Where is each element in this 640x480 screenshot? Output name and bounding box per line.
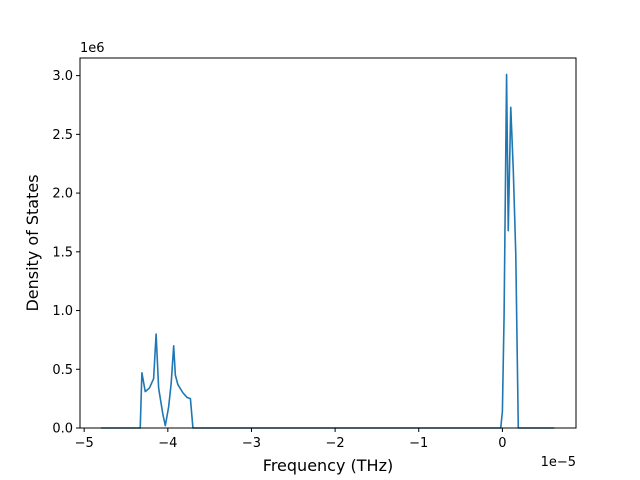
y-tick-label: 2.0 <box>52 187 73 202</box>
x-tick-label: 0 <box>498 436 506 451</box>
x-axis-offset-label: 1e−5 <box>541 455 576 470</box>
x-tick-label: −2 <box>326 436 345 451</box>
y-axis-ticks: 0.0 0.5 1.0 1.5 2.0 2.5 3.0 <box>52 69 80 437</box>
x-tick-label: −5 <box>75 436 94 451</box>
y-tick-label: 0.0 <box>52 422 73 437</box>
dos-series-line <box>100 73 555 429</box>
y-tick-label: 2.5 <box>52 128 73 143</box>
x-tick-label: −1 <box>409 436 428 451</box>
x-tick-label: −4 <box>158 436 177 451</box>
x-axis-label: Frequency (THz) <box>263 456 393 475</box>
x-axis-ticks: −5 −4 −3 −2 −1 0 <box>75 428 507 451</box>
y-tick-label: 1.5 <box>52 245 73 260</box>
y-tick-label: 1.0 <box>52 304 73 319</box>
plot-area <box>100 73 555 429</box>
y-axis-label: Density of States <box>23 174 42 311</box>
y-tick-label: 0.5 <box>52 363 73 378</box>
y-tick-label: 3.0 <box>52 69 73 84</box>
axes-frame <box>79 57 577 429</box>
y-axis-offset-label: 1e6 <box>80 41 105 56</box>
x-tick-label: −3 <box>242 436 261 451</box>
